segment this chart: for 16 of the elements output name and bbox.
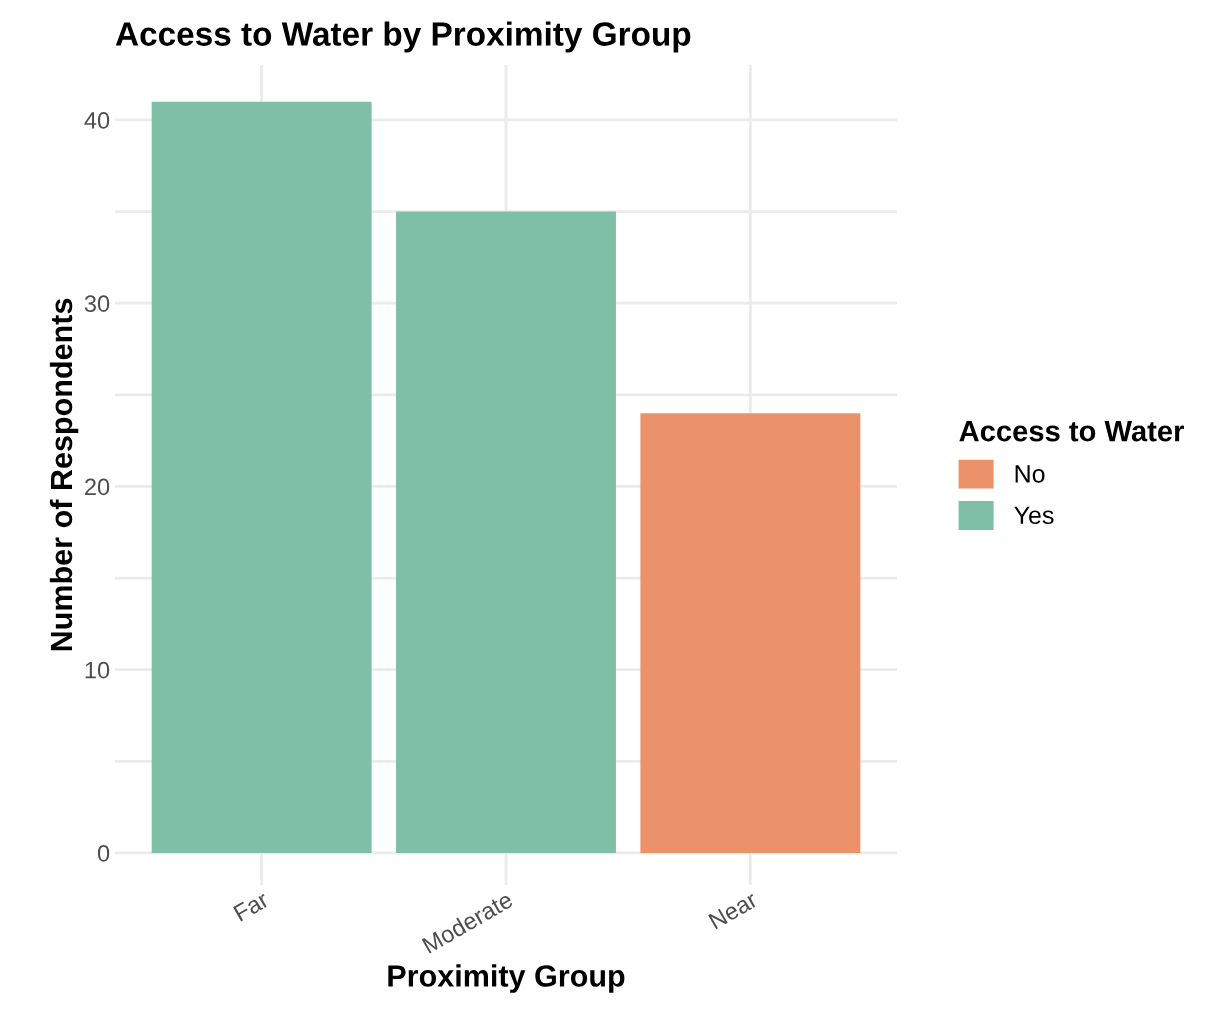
y-axis-title: Number of Respondents: [49, 298, 79, 651]
legend-title: Access to Water: [959, 421, 1184, 442]
bar: [640, 413, 861, 853]
y-tick-label: 10: [85, 661, 110, 679]
y-tick-label: 20: [85, 478, 110, 496]
bar: [151, 101, 372, 853]
legend-label: Yes: [1014, 506, 1054, 525]
legend-label: No: [1015, 465, 1045, 483]
chart-title: Access to Water by Proximity Group: [115, 21, 691, 53]
x-axis-title: Proximity Group: [388, 964, 625, 993]
y-tick-label: 0: [97, 845, 110, 862]
x-tick-label: Near: [708, 890, 759, 930]
y-tick-label: 40: [84, 112, 110, 129]
x-tick-label: Far: [233, 890, 270, 922]
y-tick-label: 30: [84, 295, 110, 312]
bar: [396, 211, 616, 853]
